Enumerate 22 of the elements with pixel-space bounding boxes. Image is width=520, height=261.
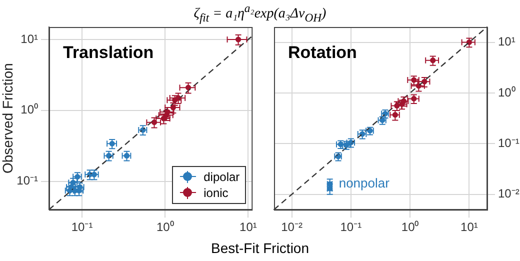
text: Translation — [63, 43, 154, 63]
legend-label: ionic — [204, 186, 228, 200]
y-tick-label: 10⁰ — [20, 102, 38, 117]
legend-label: nonpolar — [338, 176, 390, 191]
text: Rotation — [288, 43, 357, 63]
y-axis-title: Observed Friction — [0, 63, 16, 174]
y-tick-label: 10⁻² — [498, 186, 520, 201]
y-tick-label: 10¹ — [20, 32, 38, 46]
x-axis-title: Best-Fit Friction — [210, 240, 310, 256]
x-tick-label: 10⁻¹ — [71, 220, 93, 234]
x-tick-label: 10¹ — [240, 220, 257, 234]
x-tick-label: 10⁰ — [401, 220, 419, 234]
text: ζ$_{fit}$ = a₁η$^{a₂}$exp(a₃Δν$_{OH}$) — [192, 1, 328, 26]
x-tick-label: 10⁻² — [281, 220, 302, 234]
y-tick-label: 10¹ — [498, 34, 516, 49]
y-tick-label: 10⁻¹ — [498, 136, 520, 150]
x-tick-label: 10¹ — [460, 220, 478, 234]
x-tick-label: 10⁰ — [156, 220, 174, 234]
y-tick-label: 10⁻¹ — [16, 174, 38, 188]
x-tick-label: 10⁻¹ — [340, 220, 362, 234]
y-tick-label: 10⁰ — [498, 85, 516, 100]
legend-label: dipolar — [204, 170, 240, 184]
